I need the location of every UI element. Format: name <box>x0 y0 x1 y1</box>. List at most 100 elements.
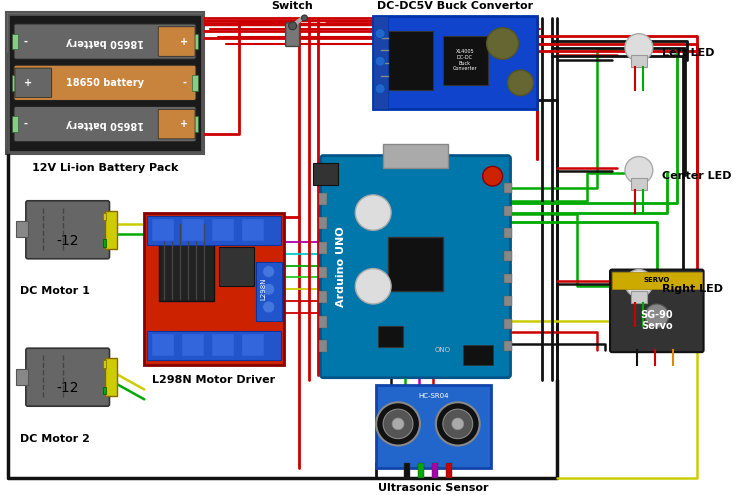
FancyBboxPatch shape <box>503 251 512 261</box>
Circle shape <box>262 266 274 277</box>
FancyBboxPatch shape <box>158 27 195 56</box>
Bar <box>404 463 410 478</box>
Circle shape <box>356 195 391 230</box>
FancyBboxPatch shape <box>320 193 328 205</box>
FancyBboxPatch shape <box>442 36 488 85</box>
Text: DC Motor 1: DC Motor 1 <box>20 286 90 297</box>
Text: Left LED: Left LED <box>662 49 714 58</box>
Circle shape <box>645 304 669 328</box>
Bar <box>432 463 438 478</box>
Circle shape <box>436 402 480 446</box>
FancyBboxPatch shape <box>503 319 512 329</box>
FancyBboxPatch shape <box>503 228 512 238</box>
FancyBboxPatch shape <box>503 342 512 351</box>
FancyBboxPatch shape <box>14 24 196 59</box>
FancyBboxPatch shape <box>320 242 328 254</box>
FancyBboxPatch shape <box>374 16 388 109</box>
Circle shape <box>442 409 472 439</box>
Text: L298N Motor Driver: L298N Motor Driver <box>152 375 275 385</box>
FancyBboxPatch shape <box>147 215 280 245</box>
FancyBboxPatch shape <box>14 106 196 142</box>
Circle shape <box>392 418 404 430</box>
Text: +: + <box>24 78 32 88</box>
FancyBboxPatch shape <box>463 345 493 365</box>
Circle shape <box>452 418 464 430</box>
FancyBboxPatch shape <box>388 237 442 291</box>
Text: SG-90
Servo: SG-90 Servo <box>640 310 673 332</box>
FancyBboxPatch shape <box>106 210 118 249</box>
FancyBboxPatch shape <box>147 331 280 360</box>
FancyBboxPatch shape <box>12 116 18 132</box>
FancyBboxPatch shape <box>242 219 264 241</box>
Text: Center LED: Center LED <box>662 171 731 181</box>
Text: XL4005
DC-DC
Buck
Converter: XL4005 DC-DC Buck Converter <box>452 49 477 71</box>
Text: -: - <box>182 78 186 88</box>
Bar <box>104 360 106 368</box>
Bar <box>6 12 204 153</box>
FancyBboxPatch shape <box>12 75 18 91</box>
FancyBboxPatch shape <box>320 316 328 328</box>
FancyBboxPatch shape <box>374 16 538 109</box>
FancyBboxPatch shape <box>15 68 52 98</box>
FancyBboxPatch shape <box>158 109 195 139</box>
Circle shape <box>383 409 413 439</box>
Circle shape <box>375 29 386 39</box>
FancyBboxPatch shape <box>8 14 202 151</box>
FancyBboxPatch shape <box>503 274 512 283</box>
Bar <box>104 387 106 395</box>
Bar <box>104 239 106 247</box>
Circle shape <box>375 84 386 94</box>
FancyBboxPatch shape <box>610 270 704 352</box>
FancyBboxPatch shape <box>192 75 198 91</box>
Text: 12V Li-ion Battery Pack: 12V Li-ion Battery Pack <box>32 163 178 173</box>
FancyBboxPatch shape <box>631 178 646 190</box>
FancyBboxPatch shape <box>219 247 254 286</box>
Bar <box>418 463 424 478</box>
FancyBboxPatch shape <box>152 335 174 356</box>
Text: -: - <box>24 119 28 129</box>
FancyBboxPatch shape <box>192 116 198 132</box>
Circle shape <box>487 28 518 59</box>
Text: Ultrasonic Sensor: Ultrasonic Sensor <box>378 483 489 493</box>
Circle shape <box>356 269 391 304</box>
FancyBboxPatch shape <box>182 219 204 241</box>
FancyBboxPatch shape <box>12 34 18 50</box>
Text: -: - <box>24 37 28 47</box>
Text: Switch: Switch <box>272 1 314 11</box>
Text: DC-DC5V Buck Convertor: DC-DC5V Buck Convertor <box>377 1 533 11</box>
FancyBboxPatch shape <box>182 335 204 356</box>
FancyBboxPatch shape <box>144 212 284 365</box>
Circle shape <box>289 22 296 30</box>
Circle shape <box>262 283 274 295</box>
FancyBboxPatch shape <box>106 358 118 396</box>
FancyBboxPatch shape <box>388 31 433 90</box>
Circle shape <box>376 402 420 446</box>
Text: 18650 battery: 18650 battery <box>66 119 144 129</box>
Text: Arduino UNO: Arduino UNO <box>336 226 346 307</box>
FancyBboxPatch shape <box>286 23 299 47</box>
Circle shape <box>625 34 652 61</box>
FancyBboxPatch shape <box>503 206 512 215</box>
FancyBboxPatch shape <box>631 291 646 303</box>
Bar <box>446 463 452 478</box>
Circle shape <box>262 301 274 313</box>
FancyBboxPatch shape <box>212 335 234 356</box>
Text: +: + <box>180 119 188 129</box>
FancyBboxPatch shape <box>383 144 448 168</box>
FancyBboxPatch shape <box>256 262 282 321</box>
FancyBboxPatch shape <box>631 55 646 67</box>
Circle shape <box>483 166 502 186</box>
Text: 18650 battery: 18650 battery <box>66 78 144 88</box>
Bar <box>16 221 28 237</box>
FancyBboxPatch shape <box>314 163 338 185</box>
FancyBboxPatch shape <box>14 65 196 100</box>
FancyBboxPatch shape <box>242 335 264 356</box>
Bar <box>16 369 28 385</box>
FancyBboxPatch shape <box>503 183 512 193</box>
Text: SERVO: SERVO <box>644 277 670 283</box>
FancyBboxPatch shape <box>159 222 214 301</box>
FancyBboxPatch shape <box>376 385 490 468</box>
FancyBboxPatch shape <box>320 291 328 303</box>
Circle shape <box>625 156 652 184</box>
Text: -12: -12 <box>56 234 79 248</box>
